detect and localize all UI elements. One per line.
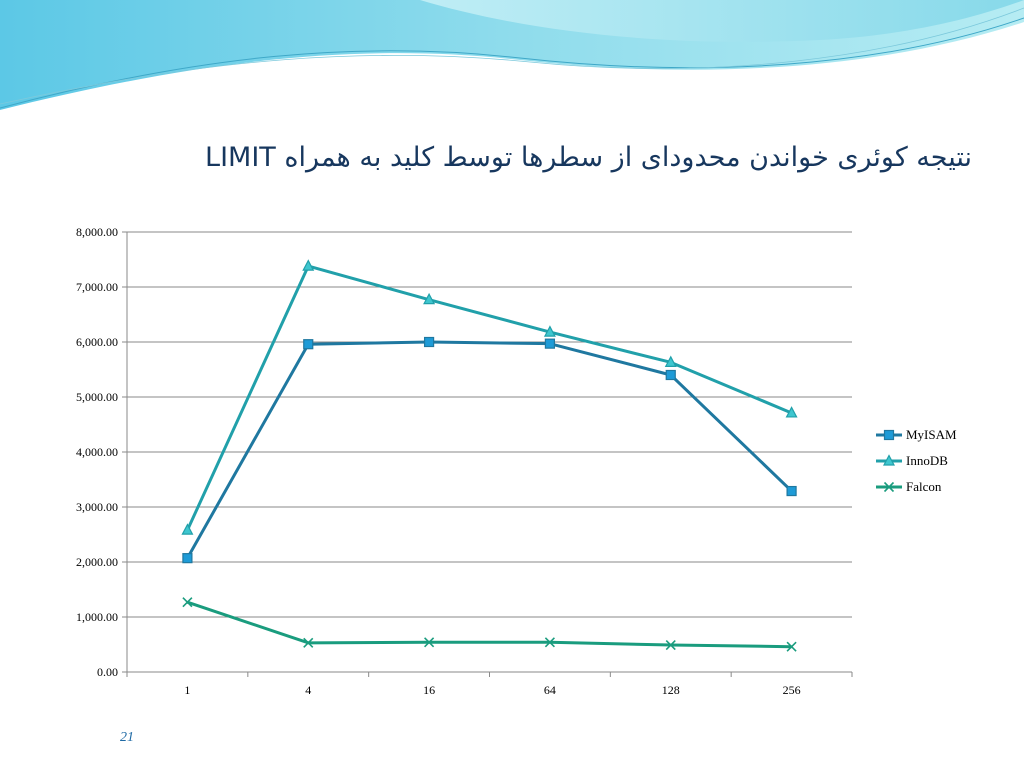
data-point-myisam <box>423 336 435 348</box>
data-point-falcon <box>786 641 797 652</box>
data-point-falcon <box>665 639 676 651</box>
chart-series <box>181 259 798 652</box>
legend-item-innodb: InnoDB <box>876 453 948 468</box>
x-tick-label: 64 <box>544 683 556 697</box>
data-point-innodb <box>785 406 798 418</box>
legend-marker <box>883 481 895 493</box>
data-point-myisam <box>544 338 556 349</box>
legend-label: InnoDB <box>906 453 948 468</box>
y-tick-label: 2,000.00 <box>76 555 118 569</box>
y-tick-label: 6,000.00 <box>76 335 118 349</box>
chart-axes <box>122 231 853 677</box>
x-tick-label: 128 <box>662 683 680 697</box>
chart-legend: MyISAM InnoDB Falcon <box>876 427 957 494</box>
data-point-falcon <box>544 637 555 648</box>
data-point-innodb <box>543 325 556 337</box>
data-point-myisam <box>665 369 676 381</box>
y-tick-label: 7,000.00 <box>76 280 118 294</box>
data-point-innodb <box>181 523 194 535</box>
data-point-myisam <box>303 339 314 350</box>
x-tick-label: 1 <box>184 683 190 697</box>
series-line-falcon <box>186 600 792 649</box>
y-tick-label: 1,000.00 <box>76 610 118 624</box>
legend-marker <box>883 429 895 441</box>
legend-item-falcon: Falcon <box>876 479 942 494</box>
y-axis-tick-labels: 0.00 1,000.00 2,000.00 3,000.00 4,000.00 5,00… <box>76 225 118 679</box>
x-tick-label: 16 <box>423 683 435 697</box>
data-point-innodb <box>423 292 436 305</box>
legend-label: MyISAM <box>906 427 957 442</box>
slide-number: 21 <box>120 730 134 745</box>
series-line-myisam <box>186 340 793 559</box>
data-point-innodb <box>302 259 315 271</box>
legend-label: Falcon <box>906 479 942 494</box>
legend-marker <box>883 454 895 466</box>
line-chart: 0.00 1,000.00 2,000.00 3,000.00 4,000.00 5,00… <box>76 225 957 697</box>
y-tick-label: 5,000.00 <box>76 390 118 404</box>
x-tick-label: 4 <box>305 683 311 697</box>
y-tick-label: 4,000.00 <box>76 445 118 459</box>
series-innodb <box>181 259 798 535</box>
data-point-myisam <box>182 553 193 564</box>
y-tick-label: 3,000.00 <box>76 500 118 514</box>
header-wave-decoration <box>0 0 1024 110</box>
y-tick-label: 8,000.00 <box>76 225 118 239</box>
data-point-innodb <box>664 355 677 367</box>
y-tick-label: 0.00 <box>97 665 118 679</box>
series-line-innodb <box>186 264 793 531</box>
legend-item-myisam: MyISAM <box>876 427 957 442</box>
slide-title: نتیجه کوئری خواندن محدودای از سطرها توسط… <box>205 142 972 173</box>
data-point-falcon <box>182 597 193 608</box>
data-point-falcon <box>303 637 314 648</box>
data-point-myisam <box>786 485 797 497</box>
series-myisam <box>182 336 797 564</box>
x-tick-label: 256 <box>783 683 801 697</box>
data-point-falcon <box>424 637 435 648</box>
series-falcon <box>182 597 797 652</box>
x-axis-tick-labels: 1 4 16 64 128 256 <box>184 683 800 697</box>
